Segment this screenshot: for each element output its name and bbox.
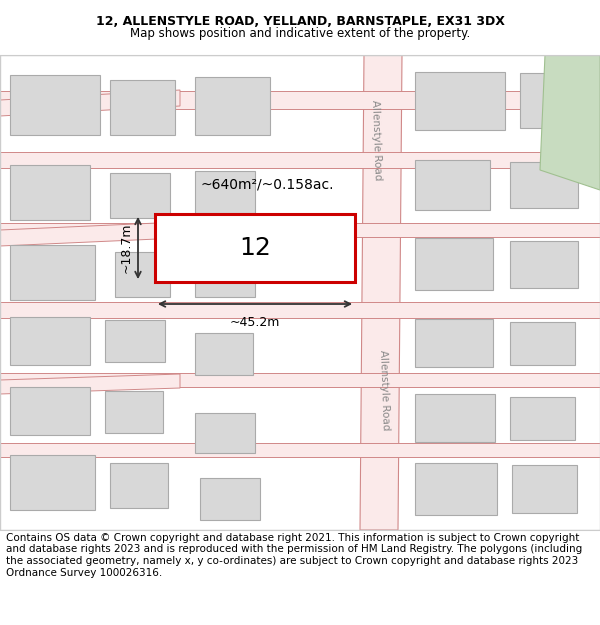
Bar bbox=[415, 319, 493, 367]
Polygon shape bbox=[0, 374, 180, 394]
Text: 12: 12 bbox=[239, 236, 271, 260]
Bar bbox=[510, 162, 578, 208]
Bar bbox=[10, 75, 100, 135]
Bar bbox=[195, 171, 255, 213]
Polygon shape bbox=[360, 55, 402, 530]
Bar bbox=[510, 241, 578, 288]
Bar bbox=[10, 387, 90, 435]
Bar bbox=[195, 333, 253, 375]
Bar bbox=[512, 465, 577, 513]
Bar bbox=[10, 317, 90, 365]
Polygon shape bbox=[0, 302, 600, 318]
Bar bbox=[415, 463, 497, 515]
Text: Contains OS data © Crown copyright and database right 2021. This information is : Contains OS data © Crown copyright and d… bbox=[6, 533, 582, 578]
Bar bbox=[520, 73, 585, 128]
Bar bbox=[115, 252, 170, 297]
Polygon shape bbox=[540, 55, 600, 190]
Text: Map shows position and indicative extent of the property.: Map shows position and indicative extent… bbox=[130, 27, 470, 39]
Bar bbox=[105, 391, 163, 433]
Polygon shape bbox=[0, 90, 180, 116]
Bar bbox=[195, 77, 270, 135]
Text: ~640m²/~0.158ac.: ~640m²/~0.158ac. bbox=[200, 178, 334, 192]
Bar bbox=[415, 72, 505, 130]
Bar bbox=[10, 165, 90, 220]
Bar bbox=[510, 397, 575, 440]
Bar bbox=[155, 214, 355, 282]
Polygon shape bbox=[0, 91, 600, 109]
Bar bbox=[110, 80, 175, 135]
Text: Allenstyle Road: Allenstyle Road bbox=[370, 99, 382, 181]
Bar bbox=[10, 455, 95, 510]
Text: Allenstyle Road: Allenstyle Road bbox=[377, 349, 391, 431]
Bar bbox=[110, 463, 168, 508]
Bar bbox=[110, 173, 170, 218]
Bar bbox=[195, 252, 255, 297]
Polygon shape bbox=[0, 443, 600, 457]
Polygon shape bbox=[0, 373, 600, 387]
Polygon shape bbox=[0, 222, 180, 246]
Polygon shape bbox=[0, 152, 600, 168]
Text: ~18.7m: ~18.7m bbox=[120, 222, 133, 273]
Polygon shape bbox=[0, 223, 600, 237]
Bar bbox=[10, 245, 95, 300]
Bar bbox=[510, 322, 575, 365]
Text: ~45.2m: ~45.2m bbox=[230, 316, 280, 329]
Bar bbox=[415, 394, 495, 442]
Bar bbox=[195, 413, 255, 453]
Text: 12, ALLENSTYLE ROAD, YELLAND, BARNSTAPLE, EX31 3DX: 12, ALLENSTYLE ROAD, YELLAND, BARNSTAPLE… bbox=[95, 16, 505, 28]
Bar bbox=[415, 238, 493, 290]
Bar bbox=[200, 478, 260, 520]
Bar bbox=[415, 160, 490, 210]
Bar bbox=[105, 320, 165, 362]
